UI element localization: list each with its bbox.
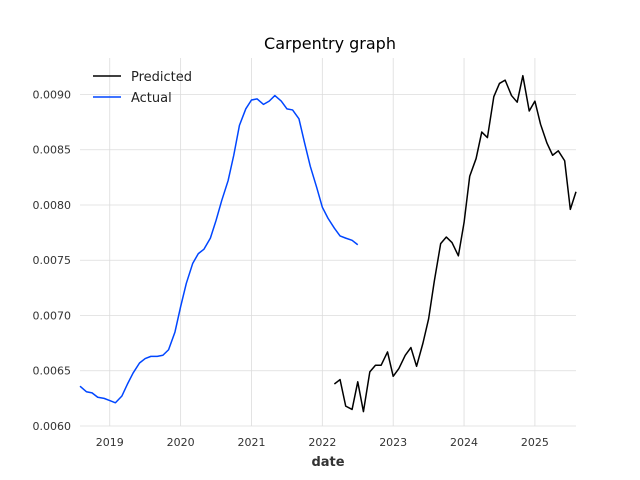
tick-layer: 0.0060 0.0065 0.0070 0.0075 0.0080 0.0085 0.00… (33, 88, 549, 449)
x-tick-label: 2020 (167, 436, 195, 449)
y-tick-label: 0.0075 (33, 254, 72, 267)
grid-layer (80, 58, 576, 427)
y-tick-label: 0.0090 (33, 88, 72, 101)
x-tick-label: 2021 (237, 436, 265, 449)
legend-label-predicted: Predicted (131, 70, 192, 85)
x-tick-label: 2022 (308, 436, 336, 449)
x-tick-label: 2019 (96, 436, 124, 449)
series-line-actual (79, 94, 359, 404)
x-axis-label: date (311, 455, 344, 470)
y-tick-label: 0.0085 (33, 144, 72, 157)
legend-label-actual: Actual (131, 91, 172, 106)
x-tick-label: 2024 (450, 436, 478, 449)
series-line-predicted (333, 74, 577, 413)
y-tick-label: 0.0080 (33, 199, 72, 212)
series-layer (79, 74, 577, 413)
chart-title: Carpentry graph (264, 34, 396, 53)
x-tick-label: 2023 (379, 436, 407, 449)
y-tick-label: 0.0070 (33, 309, 72, 322)
legend: Predicted Actual (93, 70, 192, 106)
y-tick-label: 0.0060 (33, 420, 72, 433)
x-tick-label: 2025 (521, 436, 549, 449)
y-tick-label: 0.0065 (33, 365, 72, 378)
